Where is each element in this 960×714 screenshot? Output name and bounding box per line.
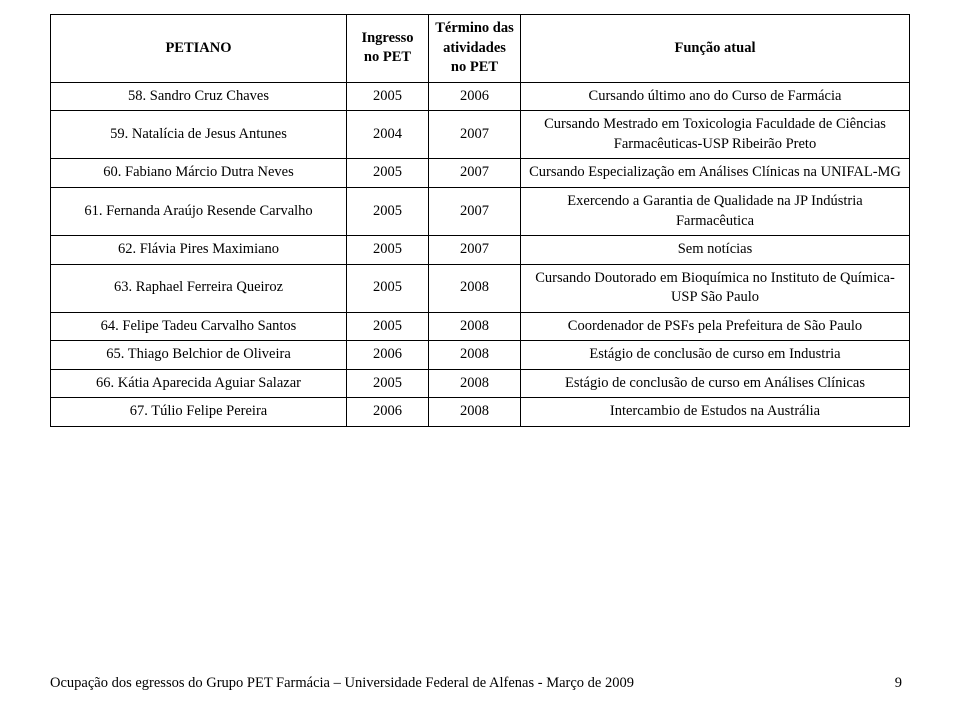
cell-name: 64. Felipe Tadeu Carvalho Santos: [51, 312, 347, 341]
cell-out: 2007: [429, 187, 521, 235]
cell-out: 2008: [429, 341, 521, 370]
table-row: 59. Natalícia de Jesus Antunes 2004 2007…: [51, 111, 910, 159]
cell-in: 2005: [347, 312, 429, 341]
cell-out: 2007: [429, 111, 521, 159]
cell-func: Cursando Doutorado em Bioquímica no Inst…: [521, 264, 910, 312]
cell-name: 58. Sandro Cruz Chaves: [51, 82, 347, 111]
table-row: 66. Kátia Aparecida Aguiar Salazar 2005 …: [51, 369, 910, 398]
cell-func: Coordenador de PSFs pela Prefeitura de S…: [521, 312, 910, 341]
table-row: 61. Fernanda Araújo Resende Carvalho 200…: [51, 187, 910, 235]
table-row: 58. Sandro Cruz Chaves 2005 2006 Cursand…: [51, 82, 910, 111]
cell-func: Intercambio de Estudos na Austrália: [521, 398, 910, 427]
cell-out: 2007: [429, 236, 521, 265]
cell-out: 2008: [429, 369, 521, 398]
table-body: 58. Sandro Cruz Chaves 2005 2006 Cursand…: [51, 82, 910, 426]
table-row: 63. Raphael Ferreira Queiroz 2005 2008 C…: [51, 264, 910, 312]
cell-out: 2008: [429, 264, 521, 312]
page-footer: Ocupação dos egressos do Grupo PET Farmá…: [50, 675, 910, 692]
cell-in: 2006: [347, 341, 429, 370]
cell-in: 2005: [347, 264, 429, 312]
cell-func: Cursando último ano do Curso de Farmácia: [521, 82, 910, 111]
cell-func: Cursando Especialização em Análises Clín…: [521, 159, 910, 188]
cell-in: 2005: [347, 236, 429, 265]
cell-func: Exercendo a Garantia de Qualidade na JP …: [521, 187, 910, 235]
cell-in: 2005: [347, 82, 429, 111]
table-row: 64. Felipe Tadeu Carvalho Santos 2005 20…: [51, 312, 910, 341]
cell-name: 66. Kátia Aparecida Aguiar Salazar: [51, 369, 347, 398]
cell-name: 60. Fabiano Márcio Dutra Neves: [51, 159, 347, 188]
cell-name: 65. Thiago Belchior de Oliveira: [51, 341, 347, 370]
cell-func: Cursando Mestrado em Toxicologia Faculda…: [521, 111, 910, 159]
cell-name: 63. Raphael Ferreira Queiroz: [51, 264, 347, 312]
cell-name: 59. Natalícia de Jesus Antunes: [51, 111, 347, 159]
cell-out: 2008: [429, 398, 521, 427]
cell-name: 61. Fernanda Araújo Resende Carvalho: [51, 187, 347, 235]
cell-in: 2004: [347, 111, 429, 159]
cell-in: 2005: [347, 187, 429, 235]
cell-out: 2007: [429, 159, 521, 188]
petiano-table: PETIANO Ingresso no PET Término das ativ…: [50, 14, 910, 427]
col-funcao: Função atual: [521, 15, 910, 83]
cell-func: Estágio de conclusão de curso em Análise…: [521, 369, 910, 398]
table-header: PETIANO Ingresso no PET Término das ativ…: [51, 15, 910, 83]
page-number: 9: [895, 675, 910, 692]
cell-out: 2008: [429, 312, 521, 341]
cell-in: 2005: [347, 159, 429, 188]
footer-text: Ocupação dos egressos do Grupo PET Farmá…: [50, 675, 634, 692]
cell-in: 2006: [347, 398, 429, 427]
table-row: 65. Thiago Belchior de Oliveira 2006 200…: [51, 341, 910, 370]
cell-func: Estágio de conclusão de curso em Industr…: [521, 341, 910, 370]
table-row: 67. Túlio Felipe Pereira 2006 2008 Inter…: [51, 398, 910, 427]
col-ingresso: Ingresso no PET: [347, 15, 429, 83]
table-row: 62. Flávia Pires Maximiano 2005 2007 Sem…: [51, 236, 910, 265]
cell-name: 67. Túlio Felipe Pereira: [51, 398, 347, 427]
cell-out: 2006: [429, 82, 521, 111]
table-row: 60. Fabiano Márcio Dutra Neves 2005 2007…: [51, 159, 910, 188]
col-termino: Término das atividades no PET: [429, 15, 521, 83]
cell-in: 2005: [347, 369, 429, 398]
cell-name: 62. Flávia Pires Maximiano: [51, 236, 347, 265]
cell-func: Sem notícias: [521, 236, 910, 265]
col-petiano: PETIANO: [51, 15, 347, 83]
